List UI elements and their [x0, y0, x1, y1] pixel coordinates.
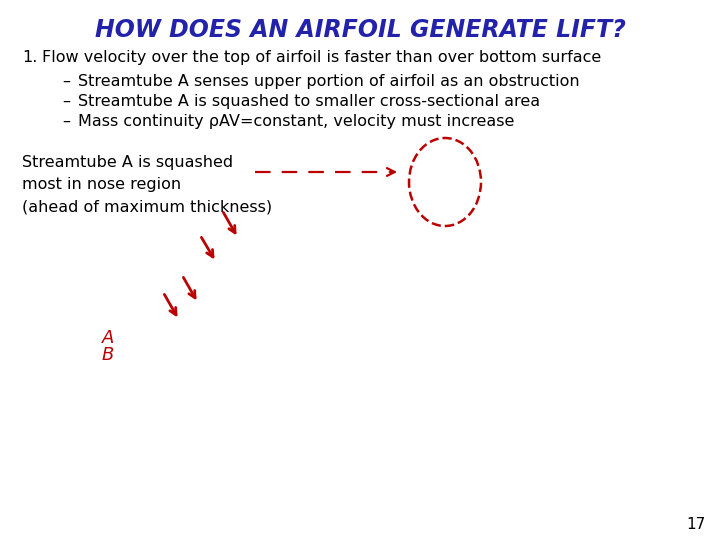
Text: 1.: 1.: [22, 50, 37, 65]
Text: Streamtube A is squashed
most in nose region
(ahead of maximum thickness): Streamtube A is squashed most in nose re…: [22, 155, 272, 214]
Text: B: B: [102, 346, 114, 364]
Text: A: A: [102, 329, 114, 347]
Text: HOW DOES AN AIRFOIL GENERATE LIFT?: HOW DOES AN AIRFOIL GENERATE LIFT?: [94, 18, 626, 42]
Text: Streamtube A senses upper portion of airfoil as an obstruction: Streamtube A senses upper portion of air…: [78, 74, 580, 89]
Text: Flow velocity over the top of airfoil is faster than over bottom surface: Flow velocity over the top of airfoil is…: [42, 50, 601, 65]
Text: Streamtube A is squashed to smaller cross-sectional area: Streamtube A is squashed to smaller cros…: [78, 94, 540, 109]
Text: –: –: [62, 74, 70, 89]
Text: –: –: [62, 114, 70, 129]
Text: 17: 17: [687, 517, 706, 532]
Text: –: –: [62, 94, 70, 109]
Text: Mass continuity ρAV=constant, velocity must increase: Mass continuity ρAV=constant, velocity m…: [78, 114, 514, 129]
